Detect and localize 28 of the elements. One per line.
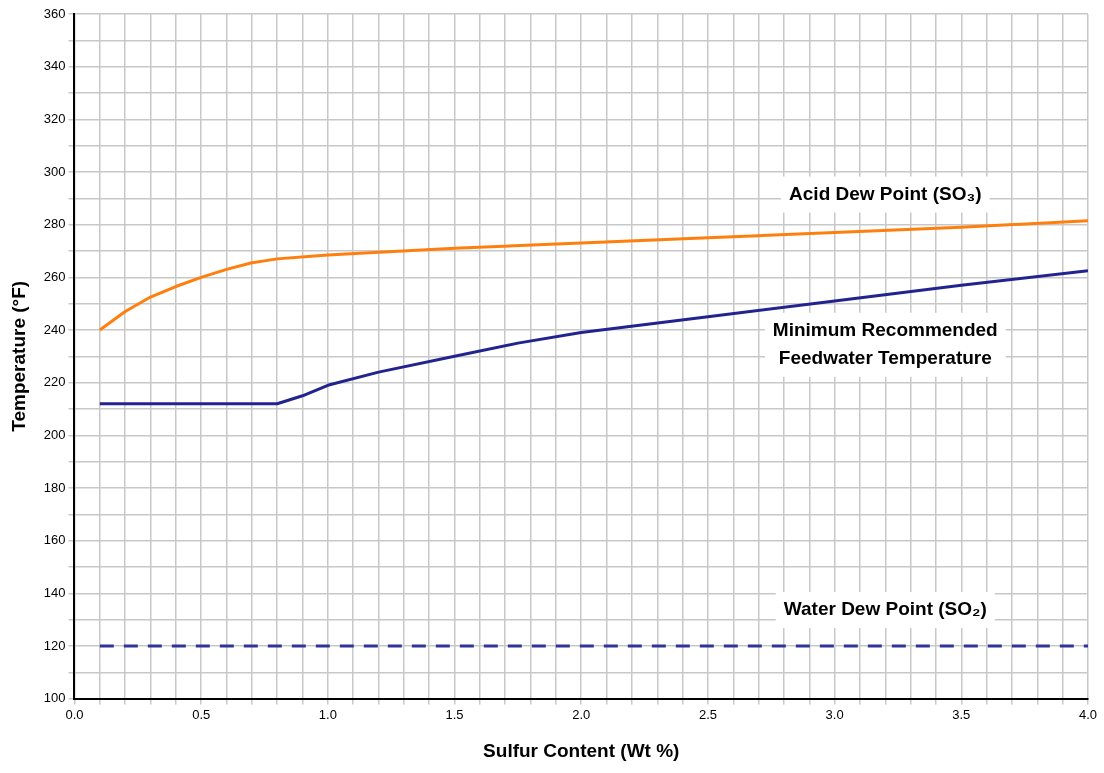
y-tick-label: 180 — [43, 479, 66, 495]
x-tick-label: 0.5 — [192, 706, 211, 722]
x-tick-label: 2.5 — [698, 706, 717, 722]
y-tick-label: 220 — [43, 374, 66, 390]
y-tick-label: 200 — [43, 426, 66, 442]
y-tick-label: 320 — [43, 110, 66, 126]
y-tick-label: 360 — [43, 5, 66, 21]
y-axis-title: Temperature (°F) — [7, 280, 29, 432]
y-tick-label: 300 — [43, 163, 66, 179]
y-tick-label: 240 — [43, 321, 66, 337]
x-tick-label: 3.0 — [825, 706, 844, 722]
x-tick-label: 3.5 — [952, 706, 971, 722]
series-label: Water Dew Point (SO₂) — [783, 598, 987, 620]
x-tick-label: 1.0 — [318, 706, 337, 722]
series-label: Acid Dew Point (SO₃) — [789, 182, 982, 204]
y-tick-label: 160 — [43, 532, 66, 548]
y-tick-label: 140 — [43, 584, 66, 600]
x-axis-title: Sulfur Content (Wt %) — [483, 739, 680, 761]
y-tick-label: 280 — [43, 216, 66, 232]
y-tick-label: 100 — [43, 690, 66, 706]
y-tick-label: 260 — [43, 268, 66, 284]
x-tick-label: 0.0 — [65, 706, 84, 722]
series-label: Minimum Recommended Feedwater Temperature — [772, 318, 998, 368]
y-tick-label: 120 — [43, 637, 66, 653]
x-tick-label: 4.0 — [1078, 706, 1098, 722]
x-tick-label: 2.0 — [572, 706, 591, 722]
x-tick-label: 1.5 — [445, 706, 464, 722]
y-tick-label: 340 — [43, 58, 66, 74]
